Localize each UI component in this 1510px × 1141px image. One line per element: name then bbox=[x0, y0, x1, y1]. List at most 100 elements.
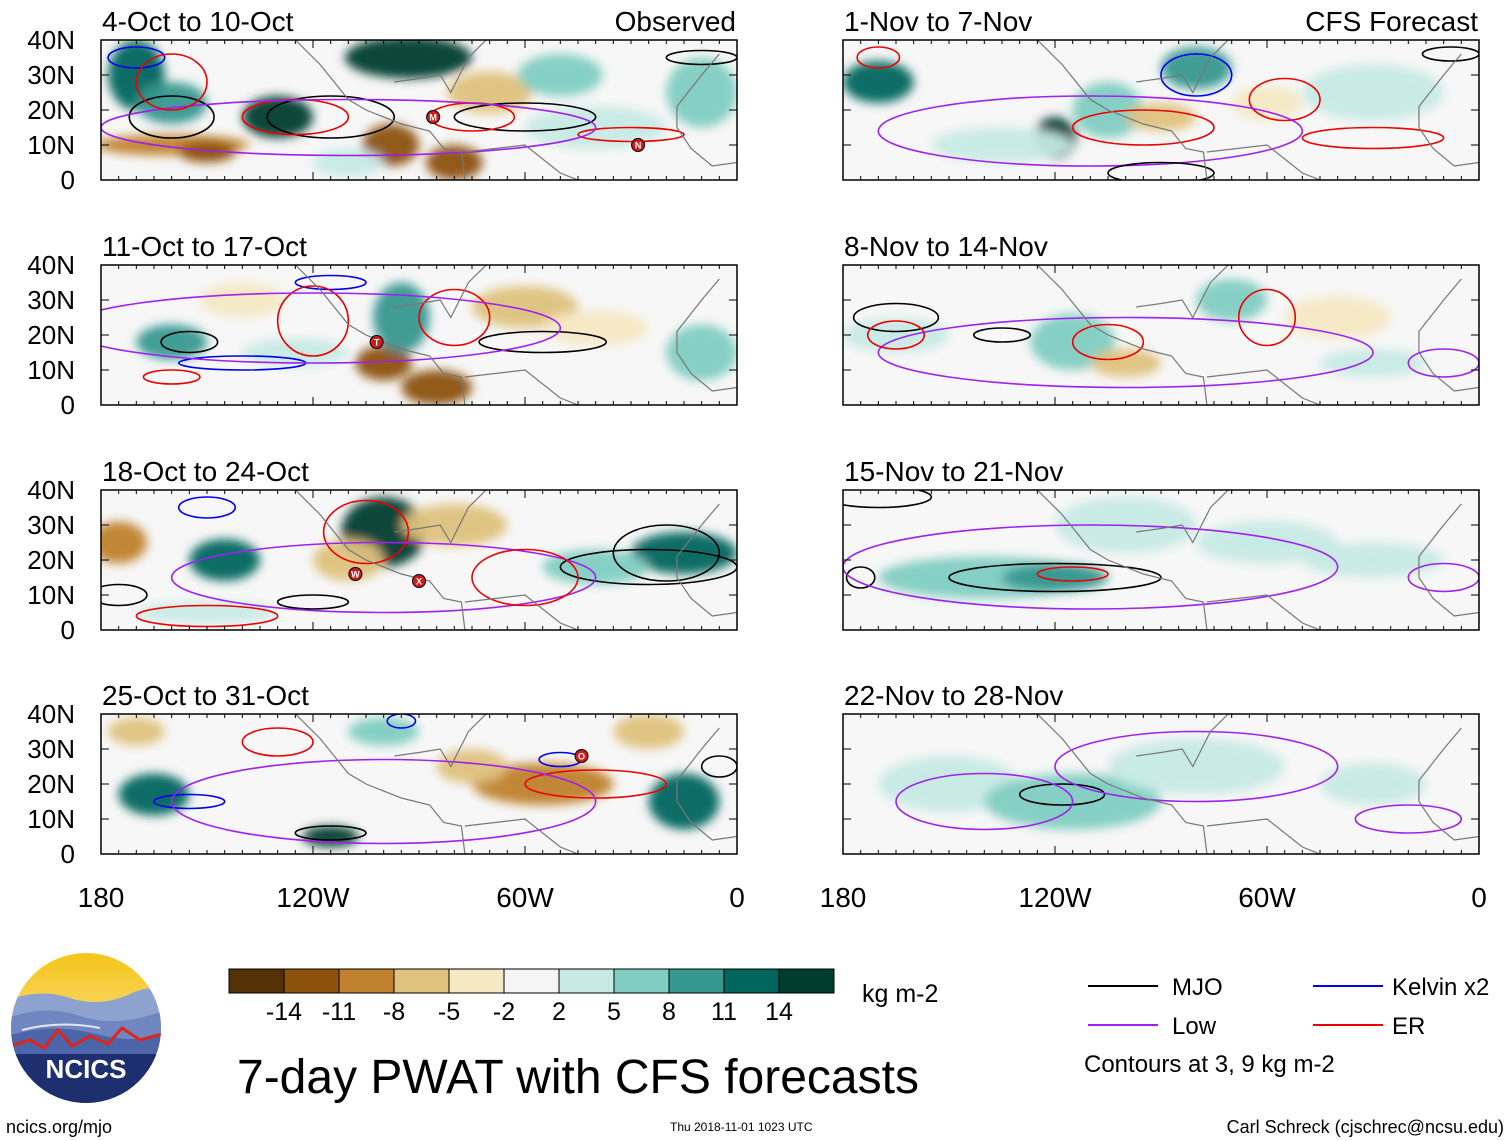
legend-item-er: ER bbox=[1313, 1013, 1425, 1040]
wave-contour bbox=[1036, 566, 1109, 582]
wave-contour bbox=[294, 825, 367, 841]
wave-contour bbox=[972, 327, 1032, 343]
colorbar-tick-label: 2 bbox=[552, 998, 566, 1026]
coastline bbox=[1418, 278, 1479, 392]
wave-contour bbox=[852, 302, 940, 333]
colorbar: -14 -11 -8 -5 -2 2 5 8 11 14 kg m-2 bbox=[228, 968, 938, 1026]
wave-contour bbox=[471, 548, 579, 607]
coastline bbox=[1206, 144, 1321, 180]
wave-contour bbox=[101, 583, 148, 607]
wave-contours bbox=[895, 730, 1463, 834]
pwat-anomaly-blob bbox=[517, 54, 603, 96]
coastline bbox=[1206, 594, 1321, 630]
pwat-anomaly-blob bbox=[1320, 763, 1426, 805]
y-tick-label: 40N bbox=[27, 699, 75, 729]
footer-credit: Carl Schreck (cjschrec@ncsu.edu) bbox=[1227, 1117, 1504, 1137]
period-label: 8-Nov to 14-Nov bbox=[844, 231, 1048, 262]
period-label: 1-Nov to 7-Nov bbox=[844, 6, 1032, 37]
map-panel: 22-Nov to 28-Nov 180 120W 60W 0 bbox=[820, 680, 1487, 913]
colorbar-tick-label: 5 bbox=[607, 998, 621, 1026]
storm-label: N bbox=[635, 141, 642, 151]
coastline bbox=[676, 503, 737, 617]
period-label: 11-Oct to 17-Oct bbox=[102, 231, 307, 262]
y-tick-label: 40N bbox=[27, 25, 75, 55]
coastlines bbox=[294, 714, 737, 854]
pwat-anomaly-blob bbox=[348, 717, 419, 746]
coastlines bbox=[1036, 714, 1479, 854]
wave-contour bbox=[1237, 288, 1297, 347]
wave-contour bbox=[1354, 804, 1463, 834]
storm-marker: W bbox=[348, 567, 363, 581]
wave-contour bbox=[895, 772, 1074, 831]
pwat-anomaly-blob bbox=[613, 714, 685, 749]
footer-url: ncics.org/mjo bbox=[6, 1117, 112, 1137]
pwat-anomaly-blob bbox=[1090, 349, 1161, 377]
wave-contours bbox=[101, 274, 608, 385]
wave-contour bbox=[877, 316, 1374, 389]
wave-contour bbox=[1071, 323, 1145, 361]
wave-contour bbox=[665, 49, 737, 66]
coastline bbox=[464, 144, 579, 180]
pwat-field bbox=[843, 279, 1426, 377]
legend-item-kelvin: Kelvin x2 bbox=[1313, 974, 1489, 1001]
pwat-anomaly-blob bbox=[542, 310, 649, 346]
legend-label: MJO bbox=[1172, 974, 1223, 1001]
pwat-anomaly-blob bbox=[1108, 738, 1285, 795]
storm-marker: X bbox=[412, 574, 426, 588]
wave-contour bbox=[856, 46, 901, 69]
legend-label: ER bbox=[1392, 1013, 1425, 1040]
y-tick-label: 20N bbox=[27, 769, 75, 799]
legend-item-low: Low bbox=[1088, 1013, 1217, 1040]
wave-contour bbox=[1018, 783, 1106, 806]
figure-title: 7-day PWAT with CFS forecasts bbox=[237, 1051, 919, 1104]
wave-contours bbox=[153, 714, 737, 845]
wave-contour bbox=[101, 292, 562, 364]
colorbar-tick-label: -11 bbox=[322, 998, 356, 1026]
coastline bbox=[1136, 40, 1229, 94]
pwat-anomaly-blob bbox=[344, 40, 472, 79]
pwat-anomaly-blob bbox=[1002, 563, 1108, 592]
colorbar-units: kg m-2 bbox=[862, 980, 938, 1008]
coastline bbox=[676, 53, 737, 167]
colorbar-tick-label: 8 bbox=[662, 998, 676, 1026]
colorbar-box bbox=[778, 968, 835, 994]
x-tick-label: 0 bbox=[1471, 882, 1487, 913]
colorbar-tick-label: 11 bbox=[711, 998, 737, 1026]
coastline bbox=[1036, 40, 1208, 180]
y-tick-label: 40N bbox=[27, 475, 75, 505]
wave-contour bbox=[128, 95, 215, 139]
coastlines bbox=[1036, 40, 1479, 180]
wave-contour bbox=[107, 46, 166, 69]
pwat-anomaly-blob bbox=[136, 324, 207, 360]
pwat-anomaly-blob bbox=[666, 324, 737, 381]
map-panel: 8-Nov to 14-Nov bbox=[842, 231, 1480, 406]
y-tick-label: 0 bbox=[61, 615, 75, 645]
pwat-anomaly-blob bbox=[199, 282, 285, 318]
y-tick-label: 20N bbox=[27, 545, 75, 575]
coastline bbox=[676, 278, 737, 392]
storm-label: M bbox=[429, 113, 437, 123]
pwat-anomaly-blob bbox=[108, 717, 165, 746]
wave-contour bbox=[386, 714, 417, 729]
wave-contour bbox=[559, 548, 737, 586]
storm-marker: T bbox=[369, 335, 384, 349]
wave-contour bbox=[177, 496, 237, 519]
pwat-anomaly-blob bbox=[1231, 85, 1303, 121]
period-label: 18-Oct to 24-Oct bbox=[102, 456, 309, 487]
column-header: CFS Forecast bbox=[1305, 6, 1478, 37]
storm-label: X bbox=[416, 577, 422, 587]
x-tick-label: 120W bbox=[1018, 882, 1092, 913]
colorbar-box bbox=[668, 968, 725, 994]
wave-contour bbox=[1054, 730, 1339, 803]
wave-contour bbox=[453, 102, 597, 132]
ncics-logo: NCICS bbox=[11, 953, 161, 1103]
pwat-anomaly-blob bbox=[436, 749, 508, 784]
wave-contour bbox=[241, 727, 314, 757]
pwat-field bbox=[136, 282, 737, 405]
pwat-anomaly-blob bbox=[1284, 296, 1391, 339]
wave-contour bbox=[948, 562, 1162, 593]
wave-contour bbox=[266, 95, 396, 139]
wave-contour bbox=[577, 126, 685, 143]
wave-contour bbox=[866, 320, 926, 350]
colorbar-tick-label: -2 bbox=[493, 998, 515, 1026]
